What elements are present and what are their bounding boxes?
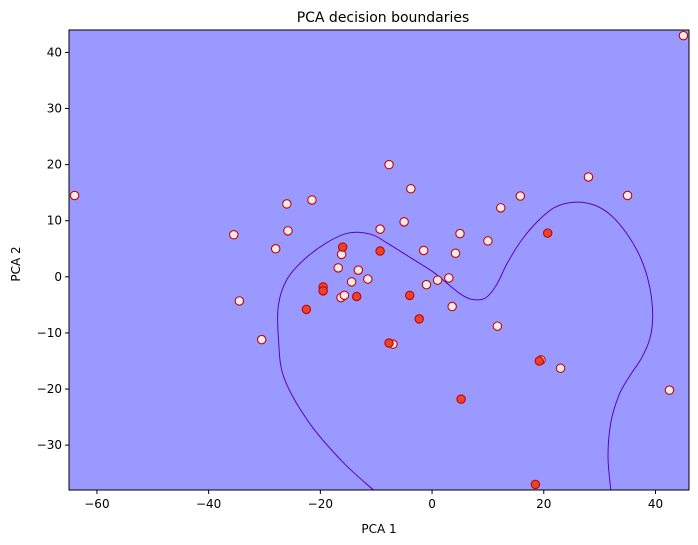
point-hollow-35 [664,385,675,395]
point-hollow-16 [384,159,394,170]
x-tick-label-0: −60 [84,497,109,511]
point-hollow-22 [432,275,443,285]
x-tick-label-4: 20 [536,497,551,511]
x-tick-label-2: −20 [308,497,333,511]
y-axis: −30 −20 −10 0 10 20 30 40 [37,45,69,452]
point-hollow-26 [455,228,465,239]
data-points [69,30,689,490]
y-tick-label-6: 30 [47,102,62,116]
point-hollow-10 [339,290,350,301]
point-filled-7 [404,290,415,301]
point-hollow-29 [496,203,506,213]
point-hollow-18 [399,217,409,227]
plot-background [69,30,689,490]
point-hollow-28 [492,321,503,331]
y-axis-title: PCA 2 [9,246,23,281]
y-tick-label-1: −20 [37,382,62,396]
point-hollow-5 [270,244,281,254]
point-hollow-30 [515,191,526,201]
point-hollow-3 [234,296,245,306]
boundary-curve-0 [277,201,654,490]
point-hollow-4 [256,334,267,345]
point-hollow-12 [346,277,357,287]
point-hollow-7 [283,226,293,236]
x-axis-title: PCA 1 [361,522,396,536]
x-tick-label-5: 40 [648,497,663,511]
point-filled-3 [337,242,348,252]
point-hollow-21 [421,279,432,290]
point-filled-0 [301,304,312,315]
x-tick-label-3: 0 [428,497,436,511]
point-hollow-1 [678,30,689,41]
y-tick-label-4: 10 [47,214,62,228]
point-filled-5 [375,246,385,256]
y-tick-label-2: −10 [37,326,62,340]
point-hollow-32 [555,363,566,374]
point-hollow-25 [450,248,461,259]
point-filled-8 [414,314,424,324]
y-tick-label-5: 20 [47,158,62,172]
point-hollow-34 [622,190,633,201]
point-hollow-27 [483,236,493,246]
point-filled-4 [351,291,362,302]
point-hollow-8 [307,195,317,205]
point-hollow-2 [229,230,239,240]
point-filled-11 [542,228,553,238]
x-tick-label-1: −40 [196,497,221,511]
point-hollow-24 [447,301,457,312]
point-filled-6 [384,338,394,348]
point-hollow-13 [353,265,364,275]
y-tick-label-3: 0 [54,270,62,284]
point-filled-10 [534,356,545,366]
y-tick-label-0: −30 [37,438,62,452]
y-tick-label-7: 40 [47,45,62,59]
point-hollow-33 [583,172,594,182]
point-hollow-6 [282,199,292,209]
point-filled-12 [530,479,541,490]
chart-title: PCA decision boundaries [297,10,470,26]
point-hollow-14 [363,274,373,284]
x-axis: −60 −40 −20 0 20 40 [84,490,663,511]
plot-frame [68,29,690,491]
decision-boundaries [277,201,654,490]
point-hollow-36 [333,263,343,273]
point-hollow-23 [444,273,454,283]
point-filled-9 [456,394,466,404]
point-hollow-15 [375,224,385,234]
point-filled-2 [318,286,328,296]
point-hollow-20 [418,245,429,256]
point-hollow-19 [406,184,416,194]
point-hollow-0 [69,190,80,201]
